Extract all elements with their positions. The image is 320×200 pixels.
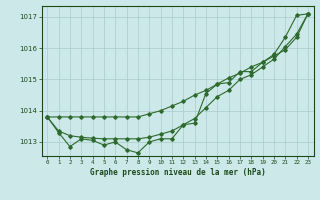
X-axis label: Graphe pression niveau de la mer (hPa): Graphe pression niveau de la mer (hPa) [90,168,266,177]
